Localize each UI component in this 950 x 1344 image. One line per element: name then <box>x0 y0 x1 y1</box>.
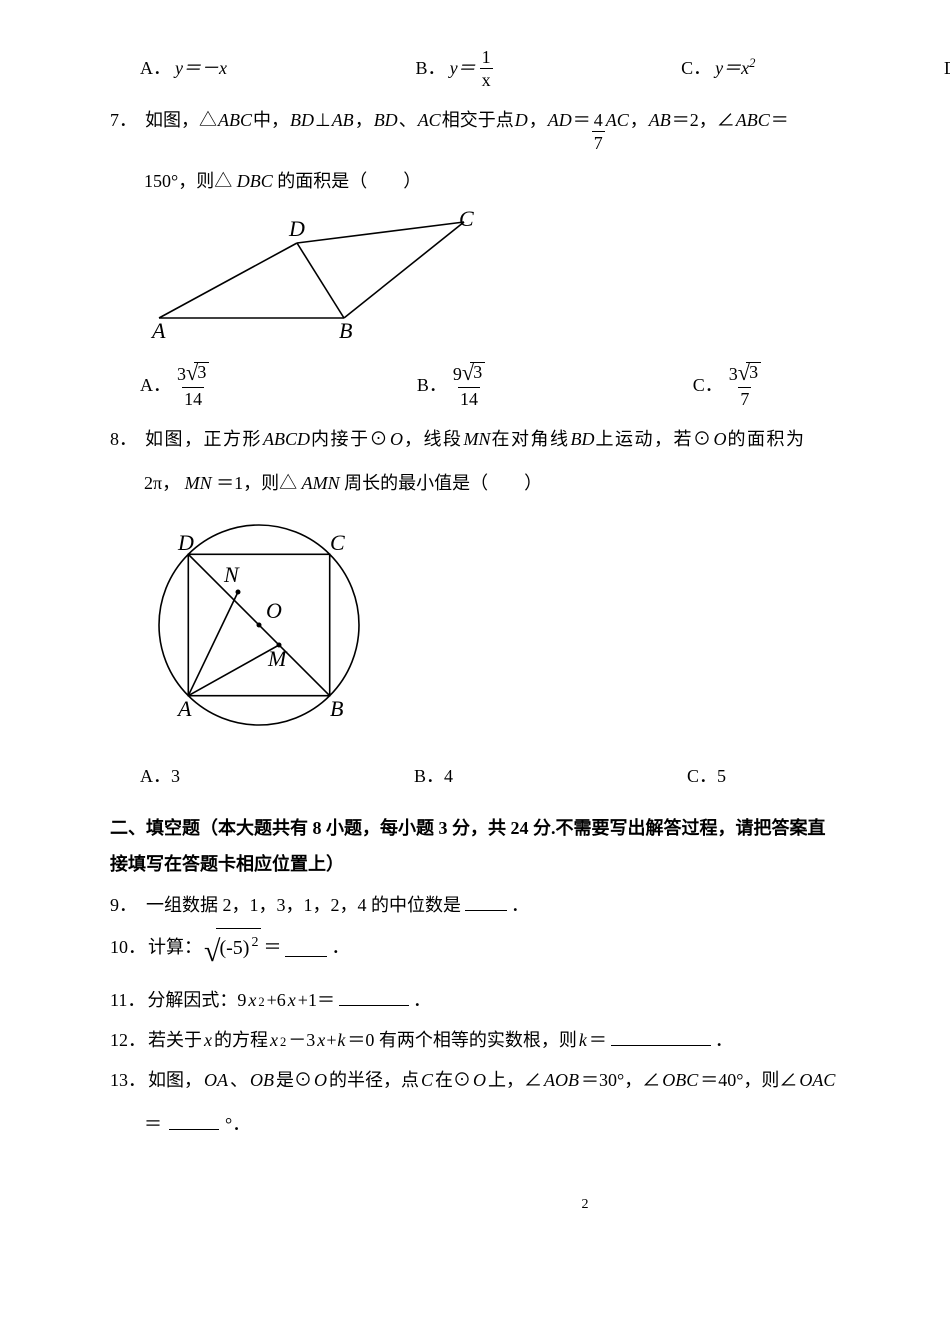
q7-options: A． 3√3 14 B． 9√3 14 C． 3√3 7 D． 6√3 7 <box>110 362 950 408</box>
svg-text:D: D <box>177 530 194 555</box>
label: D． <box>944 51 950 85</box>
q7-line2: 150°，则△ DBC 的面积是（ ） <box>110 164 950 198</box>
svg-text:B: B <box>339 318 352 343</box>
q10: 10． 计算： √ (-5)2 ＝ ． <box>110 928 950 967</box>
q8-line2: 2π， MN ＝1，则△ AMN 周长的最小值是（ ） <box>110 466 950 500</box>
q7-opt-b: B． 9√3 14 <box>417 362 487 408</box>
q13-line2: ＝ °． <box>110 1107 950 1141</box>
svg-text:O: O <box>266 598 282 623</box>
expr: y＝－x <box>175 51 227 85</box>
ypre: y＝ <box>450 51 476 85</box>
blank <box>169 1111 219 1130</box>
q8-options: A．3 B．4 C．5 D．6 <box>110 759 950 793</box>
q12: 12． 若关于 x 的方程 x2 －3 x+k ＝0 有两个相等的实数根，则 k… <box>110 1023 950 1057</box>
svg-text:B: B <box>330 696 343 721</box>
q8-opt-c: C．5 <box>687 759 726 793</box>
q8-opt-b: B．4 <box>414 759 453 793</box>
q6-opt-b: B． y＝ 1 x <box>416 48 493 89</box>
blank <box>611 1027 711 1046</box>
svg-text:M: M <box>267 646 288 671</box>
fraction: 4 7 <box>592 111 605 152</box>
svg-text:A: A <box>150 318 166 343</box>
label: C． <box>681 51 711 85</box>
q8-figure: D C A B O N M <box>144 510 950 751</box>
q7-opt-c: C． 3√3 7 <box>693 362 763 408</box>
expr: y＝x2 <box>715 51 755 85</box>
svg-text:A: A <box>176 696 192 721</box>
blank <box>339 987 409 1006</box>
blank <box>465 892 507 911</box>
q6-opt-a: A． y＝－x <box>140 48 227 89</box>
q7-line1: 7． 如图，△ ABC 中， BD ⊥ AB ， BD 、 AC 相交于点 D … <box>110 103 950 152</box>
label: B． <box>416 51 446 85</box>
q7-opt-a: A． 3√3 14 <box>140 362 211 408</box>
svg-text:C: C <box>330 530 345 555</box>
svg-text:N: N <box>223 562 240 587</box>
fraction: 1 x <box>480 48 493 89</box>
q8-line1: 8． 如图，正方形 ABCD 内接于⊙ O ，线段 MN 在对角线 BD 上运动… <box>110 422 950 456</box>
blank <box>285 938 327 957</box>
q13-line1: 13． 如图， OA 、 OB 是⊙ O 的半径，点 C 在⊙ O 上，∠ AO… <box>110 1063 950 1097</box>
q6-opt-d: D． y＝－ 1 x <box>944 48 950 89</box>
label: A． <box>140 51 171 85</box>
sqrt: √ (-5)2 <box>204 928 261 967</box>
q9: 9． 一组数据 2，1，3，1，2，4 的中位数是 ． <box>110 888 950 922</box>
section2-head: 二、填空题（本大题共有 8 小题，每小题 3 分，共 24 分.不需要写出解答过… <box>110 810 950 882</box>
q7-num: 7． <box>110 103 144 137</box>
q7-figure: A B D C <box>144 208 950 354</box>
q8-opt-a: A．3 <box>140 759 180 793</box>
page-number: 2 <box>110 1192 950 1219</box>
q11: 11． 分解因式：9 x2 +6 x +1＝ ． <box>110 983 950 1017</box>
svg-text:D: D <box>288 216 305 241</box>
q6-options: A． y＝－x B． y＝ 1 x C． y＝x2 D． y＝－ 1 x <box>110 48 950 89</box>
svg-text:C: C <box>459 208 474 231</box>
q6-opt-c: C． y＝x2 <box>681 48 755 89</box>
